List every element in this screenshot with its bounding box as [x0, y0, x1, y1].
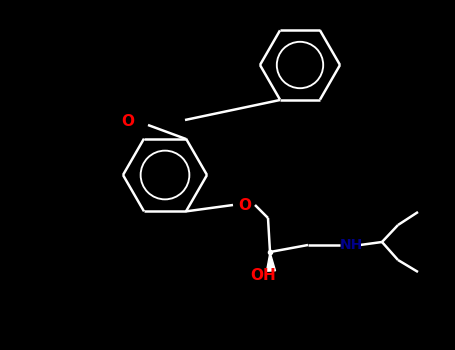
Text: OH: OH	[250, 267, 276, 282]
Text: O: O	[121, 114, 135, 130]
Text: O: O	[238, 197, 252, 212]
Text: NH: NH	[340, 238, 363, 252]
Polygon shape	[267, 252, 275, 271]
